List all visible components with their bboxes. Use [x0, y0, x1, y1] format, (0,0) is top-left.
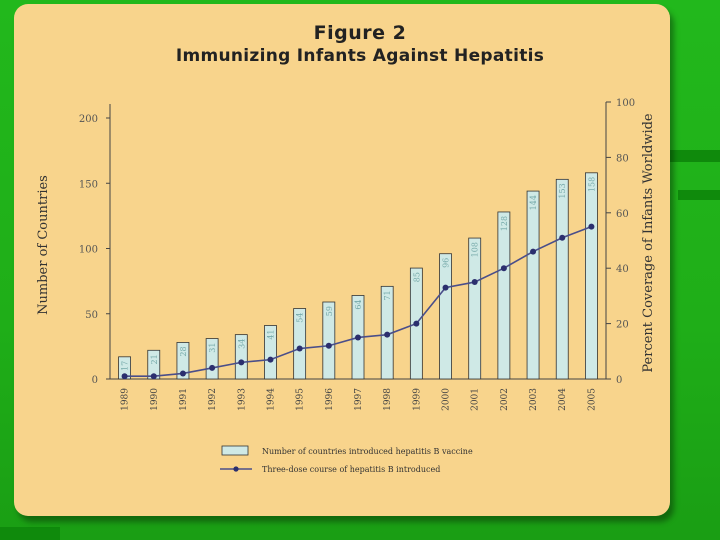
bar [526, 190, 540, 380]
coverage-point [150, 373, 157, 380]
bar-value-label: 158 [587, 177, 596, 192]
x-tick-label: 1990 [150, 388, 160, 411]
bar-value-label: 59 [325, 306, 334, 316]
left-axis-tick-label: 0 [92, 375, 98, 386]
bar-value-label: 64 [354, 299, 363, 309]
x-tick-label: 2004 [558, 388, 568, 411]
bar [234, 334, 248, 380]
bar [555, 178, 569, 380]
bar-value-label: 41 [266, 329, 275, 339]
bar-value-label: 17 [121, 361, 130, 371]
x-tick-label: 1992 [208, 388, 218, 411]
x-tick-label: 1998 [383, 388, 393, 411]
coverage-point [384, 331, 391, 338]
x-tick-label: 1991 [179, 388, 189, 411]
coverage-point [559, 234, 566, 241]
x-tick-label: 1993 [237, 388, 247, 411]
x-tick-label: 2002 [500, 388, 510, 411]
coverage-point [296, 345, 303, 352]
coverage-point [238, 359, 245, 366]
legend-line-marker [233, 466, 239, 472]
coverage-point [325, 342, 332, 349]
decorative-stripe [0, 527, 60, 540]
bar-value-label: 144 [529, 195, 538, 210]
coverage-point [413, 320, 420, 327]
figure-number: Figure 2 [313, 22, 407, 44]
figure-title: Immunizing Infants Against Hepatitis [175, 46, 545, 66]
bar-value-label: 128 [500, 216, 509, 231]
bar-value-label: 54 [296, 313, 305, 323]
y-axis-label: Number of Countries [36, 175, 51, 315]
bar [497, 211, 511, 380]
coverage-point [121, 373, 128, 380]
right-axis-tick-label: 20 [616, 320, 629, 331]
coverage-point [500, 265, 507, 272]
legend-line-label: Three-dose course of hepatitis B introdu… [262, 465, 440, 474]
left-axis-tick-label: 200 [79, 114, 98, 125]
coverage-point [355, 334, 361, 341]
bar [585, 172, 598, 380]
x-tick-label: 1994 [266, 388, 276, 411]
decorative-stripe [670, 150, 720, 162]
coverage-point [209, 364, 216, 371]
bar [264, 325, 277, 380]
bar-value-label: 108 [471, 242, 480, 257]
right-axis-tick-label: 0 [616, 375, 622, 386]
coverage-point [179, 370, 186, 377]
right-axis-tick-label: 40 [616, 264, 629, 275]
coverage-point [530, 248, 537, 255]
x-tick-label: 2001 [471, 388, 481, 411]
x-tick-label: 1989 [121, 388, 131, 411]
bar [176, 342, 190, 380]
legend-bar-swatch [221, 445, 249, 456]
right-axis-tick-label: 60 [616, 209, 629, 220]
x-tick-label: 1999 [412, 388, 422, 411]
left-axis-tick-label: 100 [79, 245, 98, 256]
coverage-point [471, 279, 478, 286]
x-tick-label: 1996 [325, 388, 335, 411]
right-axis-tick-label: 80 [616, 153, 629, 164]
bar-value-label: 153 [558, 183, 567, 198]
bar-value-label: 21 [150, 354, 159, 364]
decorative-stripe [678, 190, 720, 200]
coverage-point [588, 223, 595, 230]
bar [439, 253, 452, 380]
x-tick-label: 1995 [296, 388, 306, 411]
y-axis-right-label: Percent Coverage of Infants Worldwide [641, 113, 656, 373]
bar-value-label: 34 [237, 339, 246, 349]
bar [293, 308, 307, 380]
bar-value-label: 71 [383, 290, 392, 300]
x-tick-label: 2000 [442, 388, 452, 411]
bar-value-label: 28 [179, 346, 188, 356]
bar-value-label: 31 [208, 343, 217, 353]
legend-bar-label: Number of countries introduced hepatitis… [262, 447, 473, 456]
left-axis-tick-label: 150 [79, 179, 98, 190]
bar [468, 237, 482, 380]
bar-value-label: 85 [412, 272, 421, 282]
bar [322, 301, 336, 380]
left-axis-tick-label: 50 [85, 310, 98, 321]
right-axis-tick-label: 100 [616, 98, 635, 109]
bar-value-label: 96 [442, 258, 451, 268]
coverage-point [442, 284, 449, 291]
coverage-point [267, 356, 274, 363]
x-tick-label: 2003 [529, 388, 539, 411]
x-tick-label: 1997 [354, 388, 364, 411]
x-tick-label: 2005 [587, 388, 597, 411]
